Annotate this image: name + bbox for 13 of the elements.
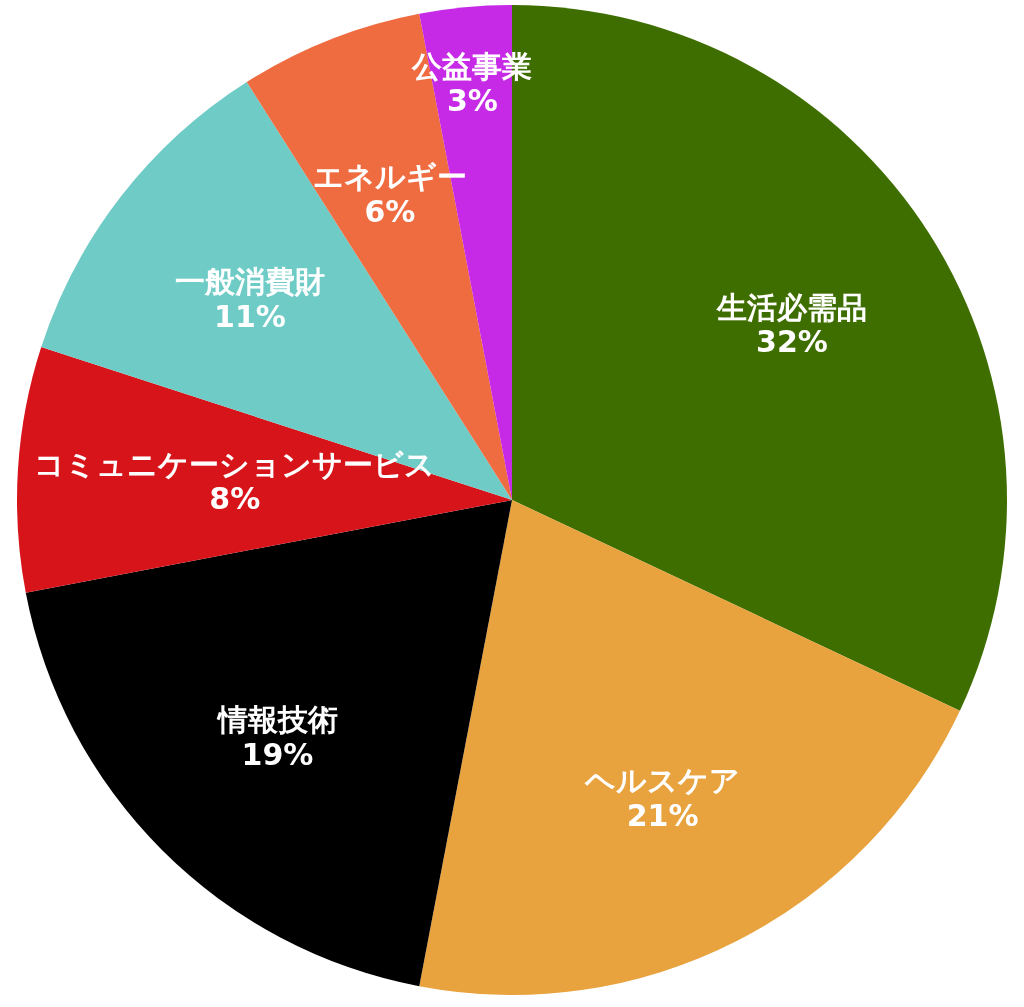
data-label: 3% [446, 83, 498, 119]
data-label: 32% [756, 324, 828, 360]
data-label: 8% [209, 481, 261, 517]
data-label: 6% [364, 193, 416, 229]
pie-slice [419, 500, 960, 995]
data-label: 11% [214, 298, 286, 334]
data-label: 21% [626, 797, 699, 833]
slice-label: 情報技術 [215, 702, 338, 738]
slice-label: ヘルスケア [584, 763, 741, 798]
slice-label: 一般消費財 [174, 264, 325, 300]
data-label: 19% [241, 736, 314, 772]
slice-label: 生活必需品 [716, 289, 868, 325]
pie-slice [17, 347, 512, 593]
